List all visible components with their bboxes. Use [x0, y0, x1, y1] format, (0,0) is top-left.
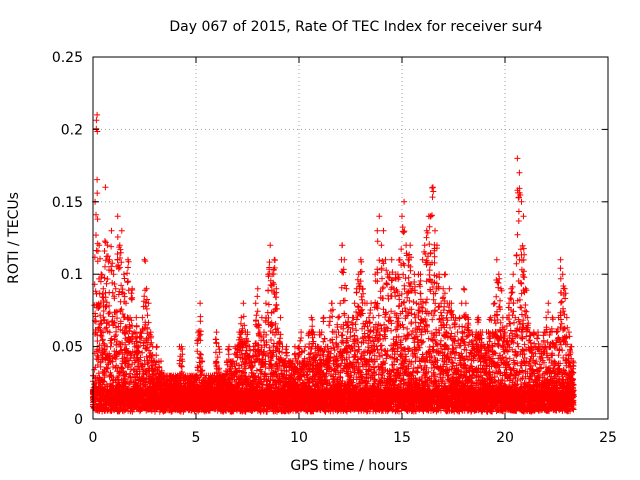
y-axis: 0 0.05 0.1 0.15 0.2 0.25 — [52, 50, 608, 428]
y-tick-label: 0.25 — [52, 50, 83, 66]
x-tick-label: 20 — [496, 430, 514, 446]
x-tick-label: 0 — [89, 430, 98, 446]
chart-title: Day 067 of 2015, Rate Of TEC Index for r… — [169, 19, 542, 35]
y-tick-label: 0.05 — [52, 340, 83, 356]
grid-lines — [93, 57, 608, 419]
x-tick-label: 5 — [192, 430, 201, 446]
x-tick-label: 10 — [290, 430, 308, 446]
y-tick-label: 0.15 — [52, 195, 83, 211]
data-points — [90, 111, 577, 415]
x-axis: 0 5 10 15 20 25 — [89, 57, 617, 446]
y-axis-label: ROTI / TECUs — [6, 192, 22, 284]
y-tick-label: 0.2 — [61, 122, 83, 138]
x-tick-label: 25 — [599, 430, 617, 446]
roti-point-markers — [90, 111, 577, 415]
y-tick-label: 0 — [74, 412, 83, 428]
x-axis-label: GPS time / hours — [290, 458, 407, 474]
x-tick-label: 15 — [393, 430, 411, 446]
y-tick-label: 0.1 — [61, 267, 83, 283]
plot-frame — [92, 56, 609, 420]
